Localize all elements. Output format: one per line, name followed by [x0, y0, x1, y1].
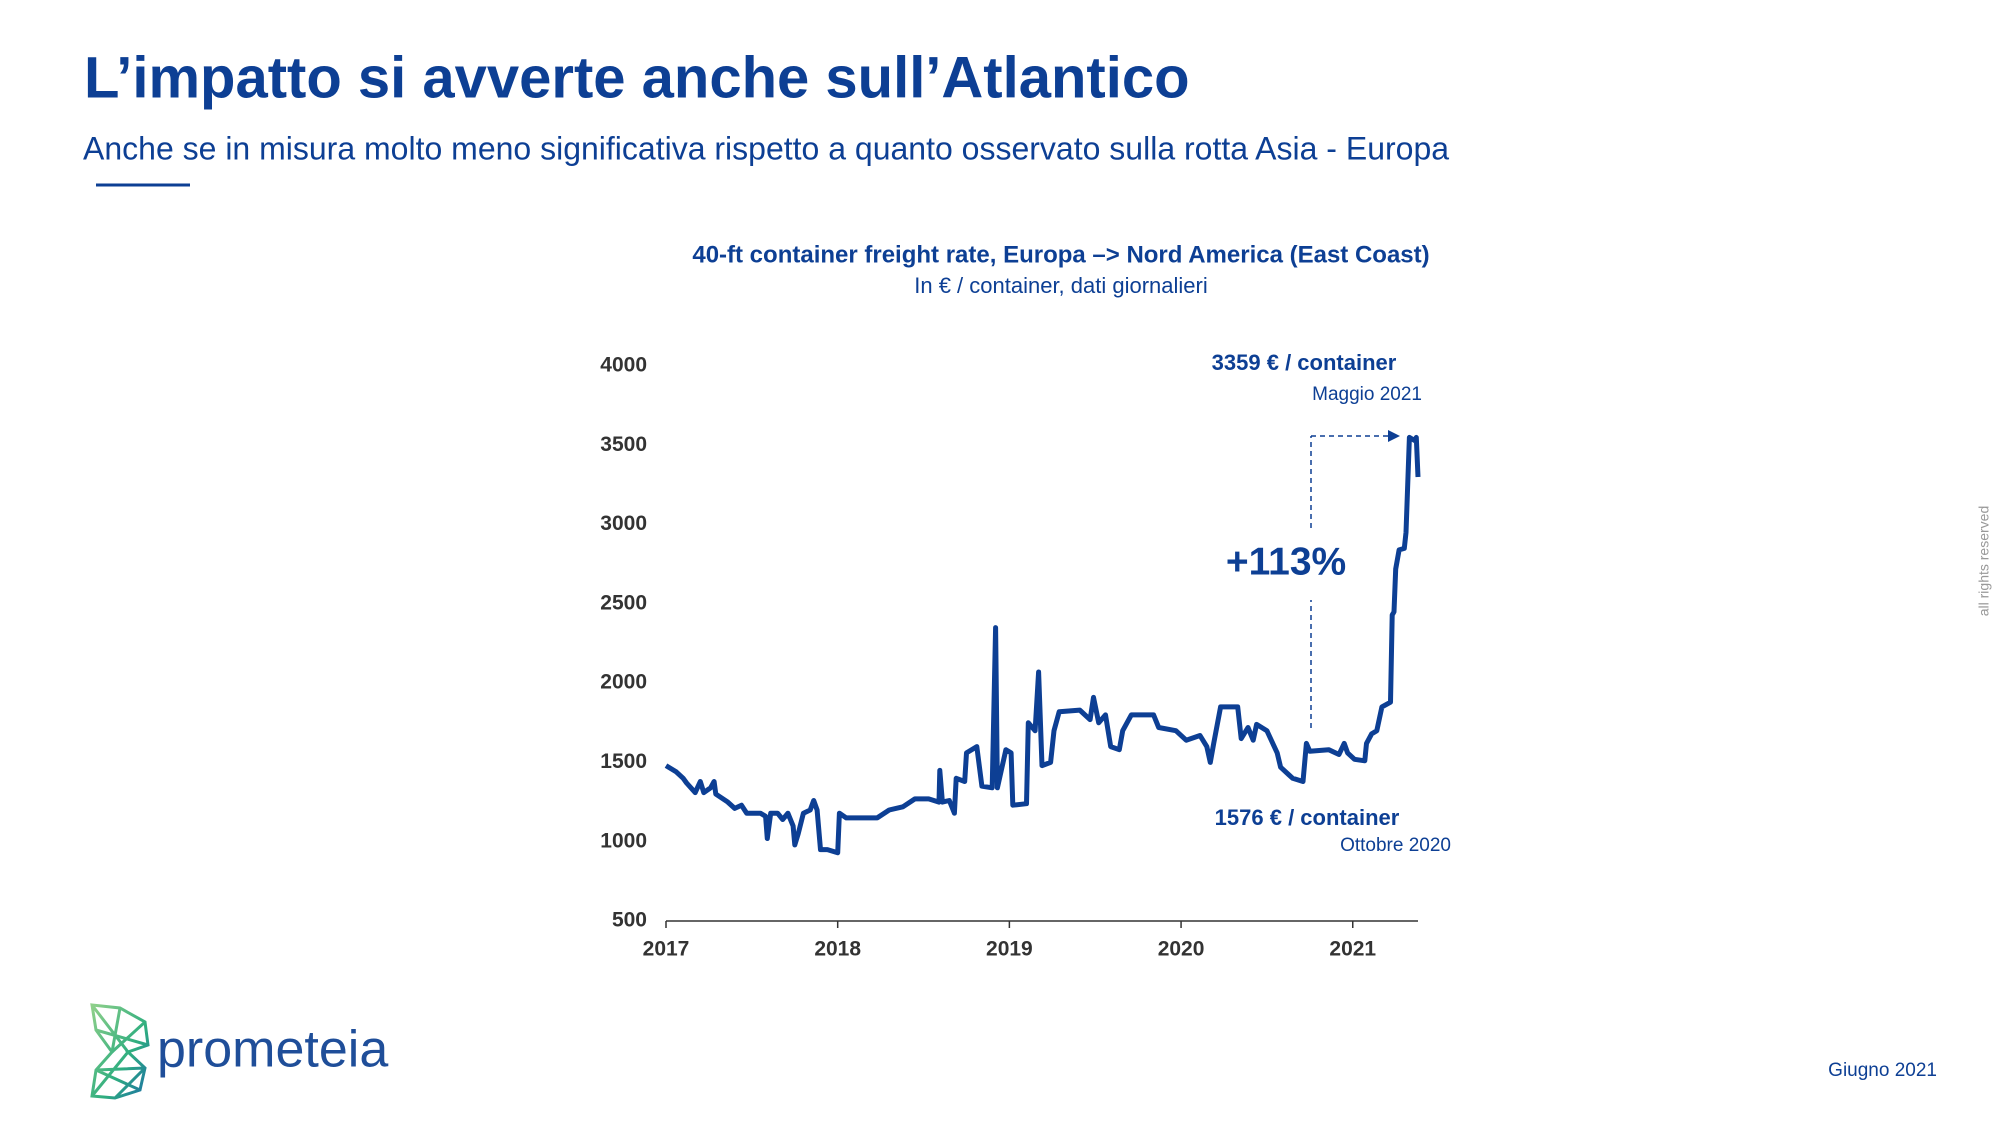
- peak-label: 3359 € / container: [1212, 350, 1397, 375]
- logo-icon: [90, 1003, 150, 1100]
- rights: all rights reserved: [1976, 506, 1992, 617]
- x-tick-label: 2021: [1329, 938, 1376, 961]
- chart-title: 40-ft container freight rate, Europa –> …: [692, 241, 1429, 268]
- date: Giugno 2021: [1828, 1060, 1937, 1081]
- title: L’impatto si avverte anche sull’Atlantic…: [84, 45, 1190, 110]
- peak-date: Maggio 2021: [1312, 384, 1422, 405]
- change-label: +113%: [1226, 540, 1346, 583]
- y-tick-label: 1000: [600, 829, 647, 852]
- base-label: 1576 € / container: [1215, 805, 1400, 830]
- base-date: Ottobre 2020: [1340, 835, 1451, 856]
- y-tick-label: 3000: [600, 512, 647, 535]
- y-tick-label: 3500: [600, 433, 647, 456]
- chart-subtitle: In € / container, dati giornalieri: [914, 273, 1208, 298]
- arrow-head: [1388, 430, 1400, 442]
- brand: prometeia: [157, 1021, 388, 1079]
- y-tick-label: 1500: [600, 750, 647, 773]
- x-tick-label: 2019: [986, 938, 1033, 961]
- y-tick-label: 500: [612, 909, 647, 932]
- change-arrow: [1310, 435, 1390, 728]
- x-tick-label: 2018: [814, 938, 861, 961]
- y-tick-label: 2000: [600, 671, 647, 694]
- y-tick-label: 4000: [600, 354, 647, 377]
- subtitle: Anche se in misura molto meno significat…: [83, 130, 1449, 166]
- price-line: [664, 434, 1421, 856]
- y-tick-label: 2500: [600, 591, 647, 614]
- x-tick-label: 2017: [643, 938, 690, 961]
- x-tick-label: 2020: [1158, 938, 1205, 961]
